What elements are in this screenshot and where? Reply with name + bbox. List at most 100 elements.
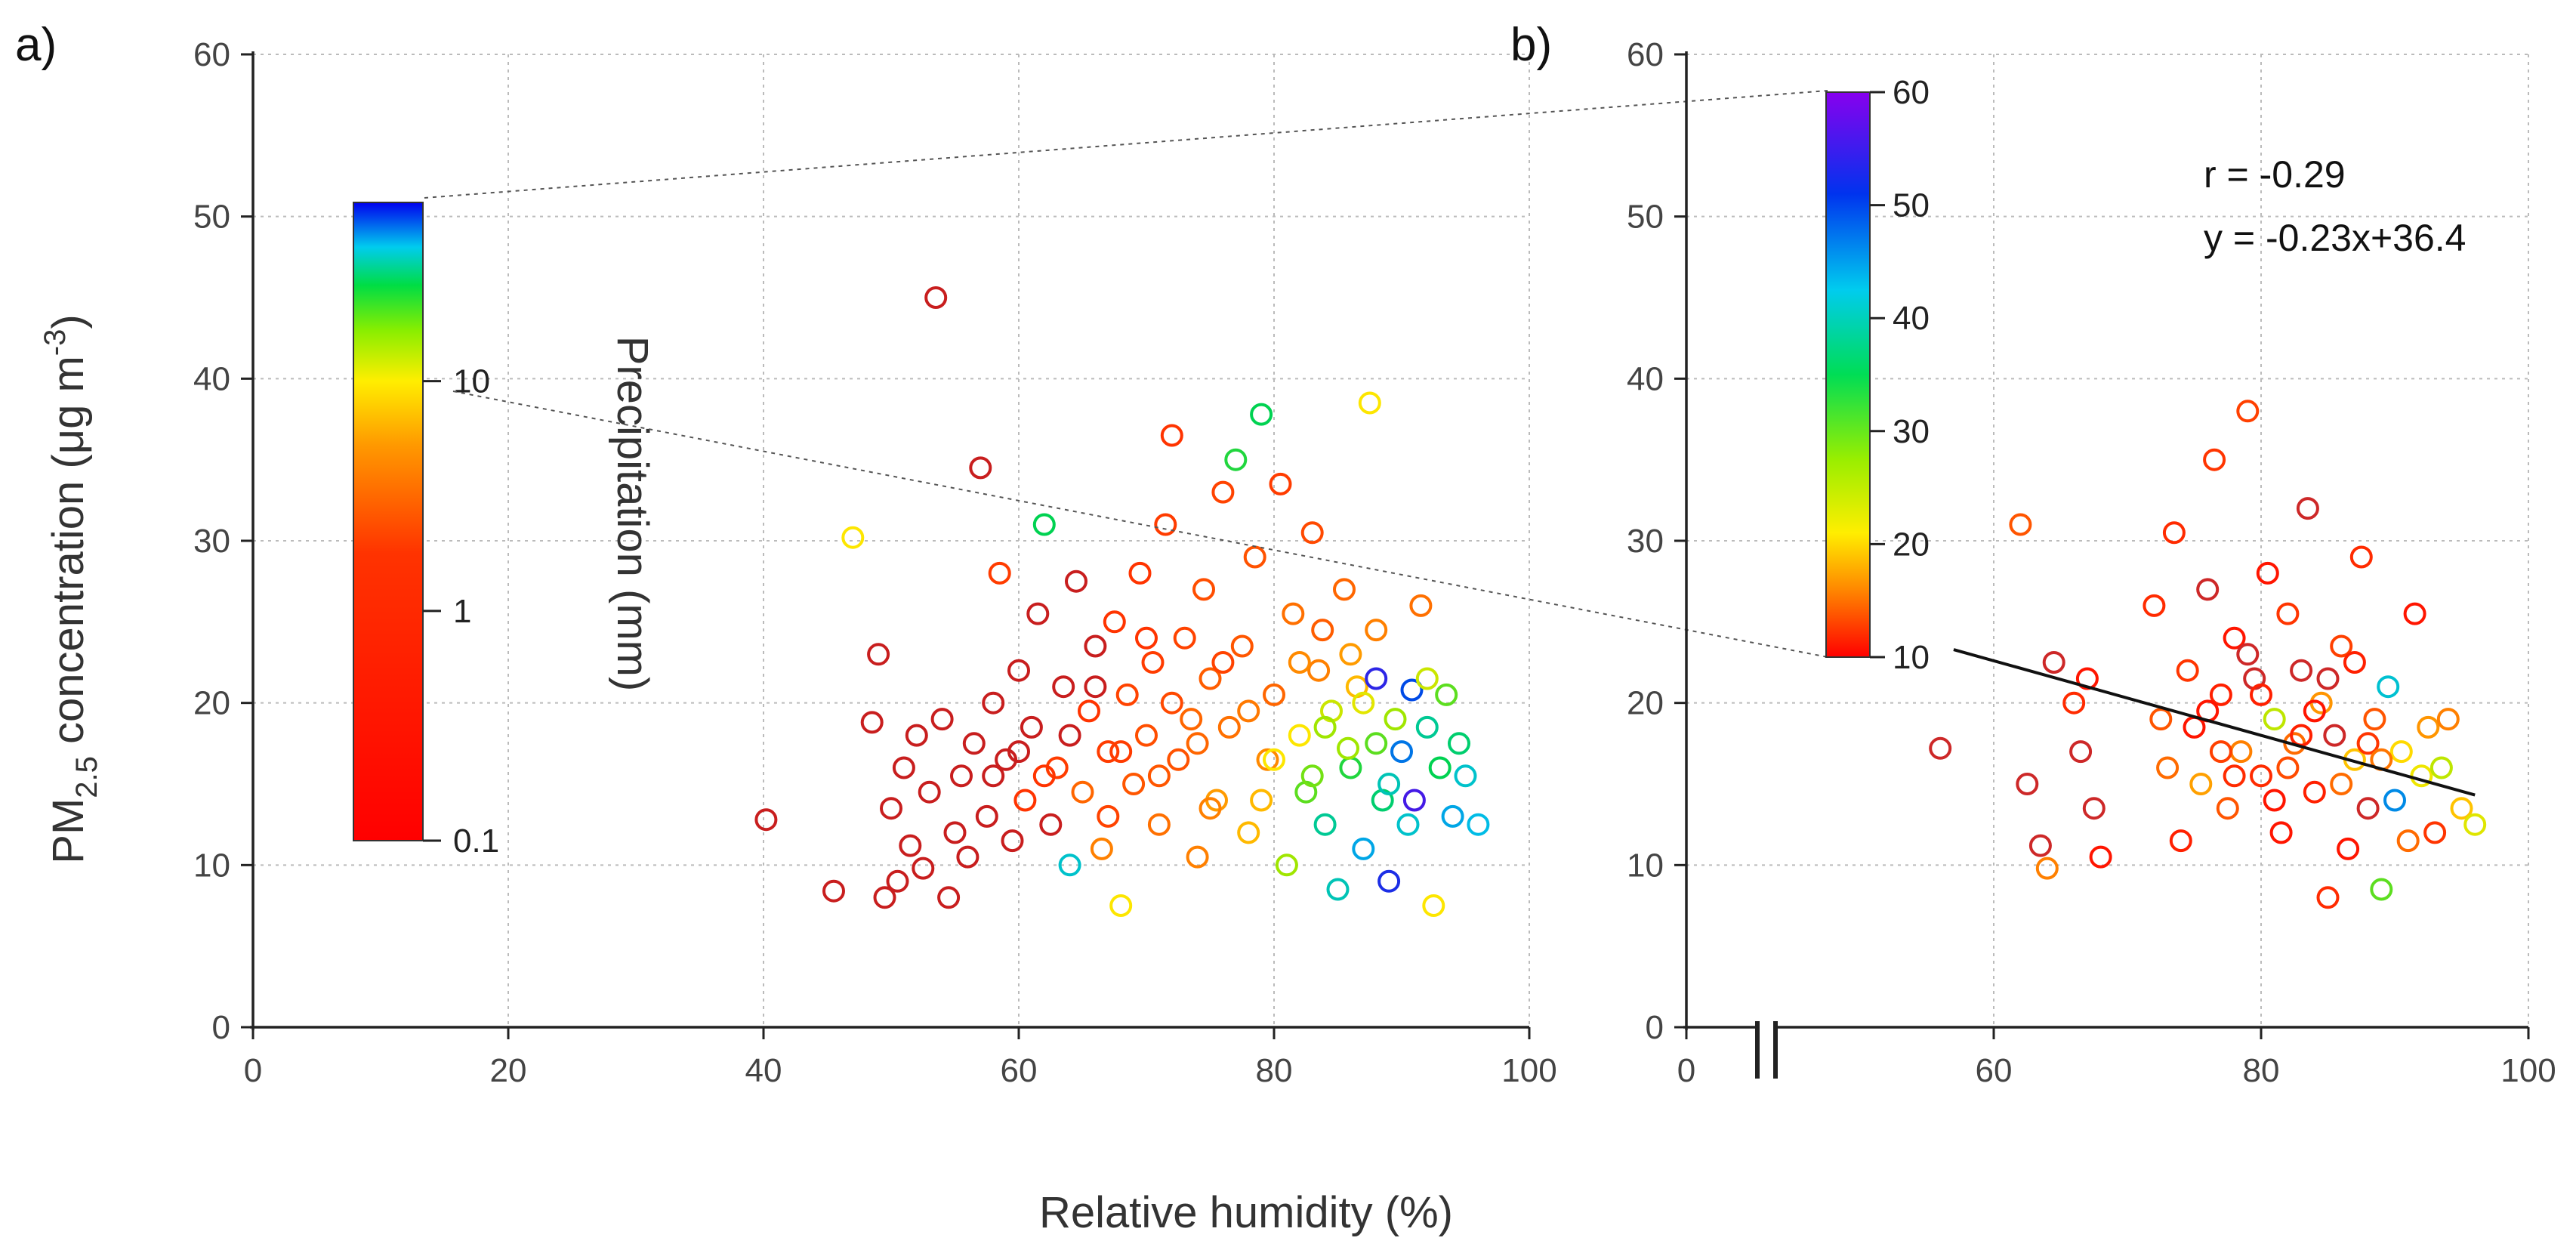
zoom-line-top (424, 90, 1828, 199)
data-point (1090, 837, 1113, 860)
colorbar-tick-label: 0.1 (453, 823, 499, 860)
data-point (867, 643, 890, 666)
data-point (2236, 400, 2260, 423)
y-tick-label: 40 (1627, 360, 1664, 397)
data-point (2349, 545, 2373, 569)
data-point (1186, 845, 1209, 869)
data-point (1243, 545, 1266, 569)
panel-b-points (1929, 400, 2487, 909)
data-point (1230, 634, 1254, 658)
correlation-annotation: r = -0.29 (2204, 153, 2346, 196)
data-point (969, 456, 992, 480)
data-point (2236, 643, 2260, 666)
y-tick-label: 30 (1627, 523, 1664, 560)
data-point (937, 886, 961, 909)
x-tick-label: 100 (1501, 1052, 1556, 1089)
data-point (2156, 756, 2180, 779)
axis-break-marker (1755, 1020, 1778, 1080)
data-point (1396, 813, 1420, 836)
data-point (1326, 878, 1350, 901)
data-point (2263, 708, 2286, 731)
data-point (1435, 683, 1458, 706)
data-point (2436, 708, 2460, 731)
data-point (924, 286, 948, 309)
data-point (962, 732, 986, 755)
x-tick-label: 60 (1001, 1052, 1038, 1089)
data-point (1084, 675, 1107, 699)
data-point (2209, 683, 2232, 706)
data-point (880, 797, 902, 820)
data-point (1409, 594, 1433, 617)
panel-a-colorbar (353, 202, 424, 841)
data-point (1448, 732, 1470, 755)
data-point (1263, 748, 1285, 771)
data-point (2229, 740, 2253, 764)
y-tick-label: 60 (1627, 36, 1664, 73)
x-tick-label: 60 (1976, 1052, 2013, 1089)
data-point (1032, 764, 1056, 788)
data-point (2429, 756, 2453, 779)
data-point (1109, 740, 1133, 764)
data-point (1275, 853, 1298, 877)
data-point (1237, 699, 1260, 723)
data-point (2396, 829, 2420, 853)
data-point (905, 724, 928, 747)
data-point (2303, 699, 2326, 723)
data-point (1084, 634, 1107, 658)
data-point (2149, 708, 2173, 731)
panel-a-label: a) (15, 19, 57, 71)
data-point (1160, 424, 1183, 447)
data-point (2450, 797, 2473, 820)
regression-equation: y = -0.23x+36.4 (2204, 217, 2466, 259)
data-point (2223, 764, 2246, 788)
data-point (950, 764, 973, 788)
data-point (1377, 773, 1401, 795)
colorbar-title: Precipitation (mm) (608, 336, 657, 692)
data-point (1052, 675, 1075, 699)
data-point (1199, 797, 1222, 820)
data-point (2256, 561, 2279, 585)
data-point (1269, 472, 1292, 495)
data-point (2316, 667, 2340, 690)
data-point (1020, 715, 1043, 739)
data-point (2082, 797, 2106, 820)
data-point (1313, 715, 1337, 739)
zoom-line-bottom (452, 390, 1828, 658)
data-point (2035, 857, 2059, 880)
data-point (1352, 691, 1375, 715)
data-point (1122, 773, 1146, 795)
data-point (2016, 773, 2039, 795)
panel-a-points (754, 286, 1490, 917)
data-point (1058, 853, 1081, 877)
data-point (899, 834, 922, 857)
data-point (2356, 732, 2380, 755)
data-point (943, 821, 967, 844)
data-point (2042, 651, 2065, 674)
data-point (1186, 732, 1209, 755)
data-point (1311, 619, 1334, 642)
data-point (1415, 715, 1439, 739)
data-point (918, 780, 941, 804)
data-point (1211, 651, 1235, 674)
data-point (2176, 659, 2199, 682)
data-point (1058, 724, 1081, 747)
data-point (2209, 740, 2232, 764)
data-point (1467, 813, 1490, 836)
panel-b: b) 0 10 20 30 40 50 60 0 60 80 100 r = -0.29 y = -… (1510, 19, 2556, 1089)
data-point (860, 711, 884, 734)
data-point (1147, 764, 1171, 788)
data-point (2296, 497, 2319, 520)
x-tick-label: 0 (1677, 1052, 1695, 1089)
data-point (2196, 578, 2220, 601)
data-point (982, 764, 1005, 788)
panel-b-gridlines (1686, 54, 2529, 1028)
panel-a-axes (241, 51, 1531, 1039)
data-point (1365, 667, 1388, 690)
data-point (2303, 780, 2326, 804)
data-point (1128, 561, 1152, 585)
x-tick-label: 80 (2243, 1052, 2280, 1089)
data-point (1224, 448, 1248, 471)
data-point (1337, 736, 1359, 760)
y-tick-label: 40 (193, 360, 230, 397)
